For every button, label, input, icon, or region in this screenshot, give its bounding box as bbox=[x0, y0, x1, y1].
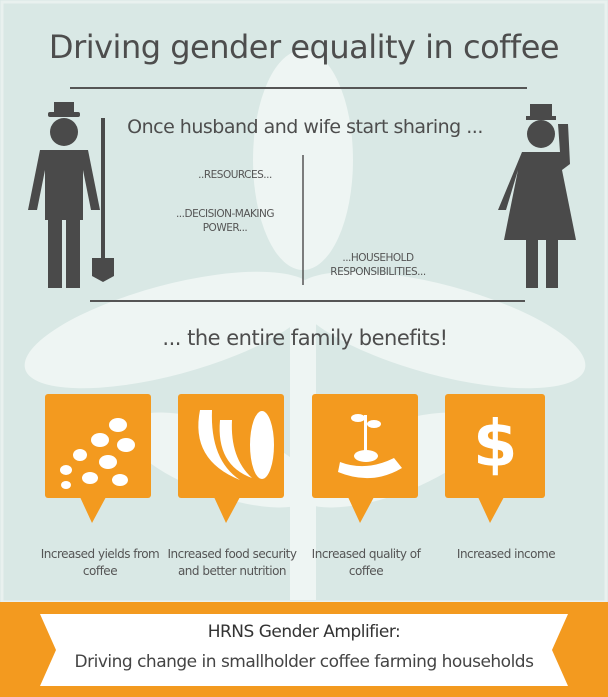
banner-subtitle: Driving change in smallholder coffee far… bbox=[0, 652, 608, 672]
shared-item: ...DECISION-MAKING POWER... bbox=[160, 207, 290, 235]
banner-title: HRNS Gender Amplifier: bbox=[0, 622, 608, 642]
benefit-label: Increased yields from coffee bbox=[30, 546, 170, 580]
lead-text: Once husband and wife start sharing ... bbox=[120, 116, 490, 138]
benefit-label: Increased quality of coffee bbox=[296, 546, 436, 580]
dollar-icon: $ bbox=[445, 408, 545, 482]
infographic: Driving gender equality in coffee Once h… bbox=[0, 0, 608, 697]
benefit-label: Increased food security and better nutri… bbox=[162, 546, 302, 580]
conclusion: ... the entire family benefits! bbox=[100, 326, 510, 350]
benefit-label: Increased income bbox=[436, 546, 576, 563]
shared-item: ...HOUSEHOLD RESPONSIBILITIES... bbox=[318, 251, 438, 279]
title: Driving gender equality in coffee bbox=[0, 28, 608, 66]
shared-item: ..RESOURCES... bbox=[180, 168, 290, 182]
